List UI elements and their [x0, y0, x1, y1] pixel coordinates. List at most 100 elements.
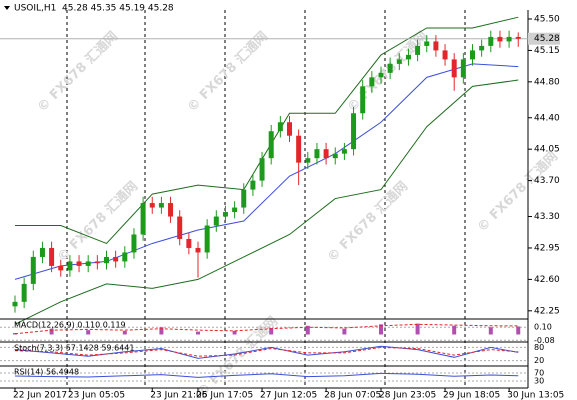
macd-bar [49, 328, 54, 335]
candle-body [49, 247, 55, 266]
candle-body [451, 59, 457, 78]
macd-bar [305, 325, 310, 335]
y-tick-label: 42.95 [534, 243, 560, 253]
current-price-box [528, 32, 560, 45]
bollinger-band [15, 16, 519, 245]
y-tick-label: 45.15 [534, 46, 560, 56]
x-tick-label: 30 Jun 13:05 [507, 391, 564, 400]
y-tick-label: 43.30 [534, 212, 560, 222]
candle-body [415, 45, 421, 55]
candle-body [360, 86, 366, 114]
macd-bar [232, 330, 237, 335]
candle-body [460, 59, 466, 78]
candle-body [470, 50, 475, 60]
candle-body [506, 36, 512, 42]
candle-body [21, 283, 27, 302]
candle-body [332, 153, 338, 159]
candle-body [85, 261, 91, 266]
candle-body [113, 256, 119, 262]
candle-body [158, 203, 164, 208]
y-tick-label: 42.60 [534, 275, 560, 285]
candle-body [314, 149, 320, 159]
candle-body [232, 207, 238, 213]
candle-body [12, 301, 18, 307]
candle-body [387, 63, 393, 73]
candle-body [241, 189, 247, 208]
candle-body [58, 265, 64, 271]
candle-body [259, 158, 265, 181]
y-tick-label: 44.80 [534, 77, 560, 87]
candle-body [131, 234, 137, 253]
indicator-line [14, 323, 519, 335]
candle-body [67, 261, 73, 271]
indicator-label: Stoch(7,3,3) 57.1428 59.6441 [14, 344, 134, 353]
candle-body [424, 41, 430, 46]
indicator-tick-label: 70 [534, 369, 544, 378]
ohlc-text: 45.28 45.35 45.19 45.28 [62, 4, 174, 14]
candle-body [94, 261, 100, 264]
menu-arrow[interactable] [4, 6, 10, 10]
candle-body [287, 122, 292, 136]
y-tick-label: 44.40 [534, 113, 560, 123]
candle-body [168, 203, 174, 217]
macd-bar [342, 328, 347, 335]
macd-bar [196, 331, 200, 335]
y-tick-label: 44.05 [534, 145, 560, 155]
y-tick-label: 43.70 [534, 176, 560, 186]
indicator-tick-label: -0.08 [534, 336, 555, 345]
macd-bar [516, 326, 521, 335]
macd-bar [452, 325, 457, 335]
x-tick-label: 23 Jun 05:05 [68, 391, 125, 400]
macd-bar [269, 327, 274, 335]
candle-body [140, 203, 146, 235]
symbol: USOIL,H1 [14, 4, 56, 14]
x-tick-label: 28 Jun 23:05 [379, 391, 436, 400]
macd-bar [379, 324, 383, 335]
indicator-label: MACD(12,26,9) 0.110 0.119 [14, 321, 126, 330]
x-tick-label: 23 Jun 21:05 [150, 391, 207, 400]
candle-body [122, 252, 128, 262]
current-price-label: 45.28 [534, 34, 560, 44]
bollinger-band [14, 79, 519, 325]
macd-bar [159, 327, 164, 335]
candle-body [30, 256, 36, 284]
candle-body [378, 72, 384, 78]
candle-body [497, 36, 503, 42]
candle-body [149, 203, 155, 208]
candle-body [396, 59, 402, 64]
x-tick-label: 28 Jun 07:05 [324, 391, 381, 400]
candle-body [305, 158, 311, 163]
x-tick-label: 29 Jun 18:05 [443, 391, 500, 400]
macd-bar [488, 327, 493, 335]
indicator-tick-label: 20 [534, 356, 544, 365]
candle-body [177, 216, 183, 239]
candle-body [277, 122, 283, 132]
indicator-line [14, 372, 519, 378]
candle-body [204, 225, 210, 253]
candle-body [351, 113, 357, 150]
candle-body [479, 45, 485, 51]
indicator-label: RSI(14) 56.4948 [14, 368, 79, 377]
candle-body [296, 135, 302, 163]
candle-body [442, 50, 448, 60]
candle-body [76, 261, 82, 266]
y-tick-label: 42.25 [534, 306, 560, 316]
y-tick-label: 45.50 [534, 14, 560, 24]
candle-body [341, 149, 347, 154]
candle-body [369, 77, 375, 87]
indicator-tick-label: 80 [534, 343, 544, 352]
macd-bar [122, 330, 127, 335]
indicator-tick-label: 0.10 [534, 323, 552, 332]
candle-body [195, 247, 201, 253]
candle-body [323, 149, 329, 159]
candle-body [405, 54, 411, 60]
candle-body [488, 36, 494, 46]
candle-body [39, 247, 45, 257]
x-tick-label: 26 Jun 17:05 [196, 391, 253, 400]
candle-body [515, 36, 521, 39]
candle-body [250, 180, 256, 190]
candle-body [268, 131, 274, 159]
